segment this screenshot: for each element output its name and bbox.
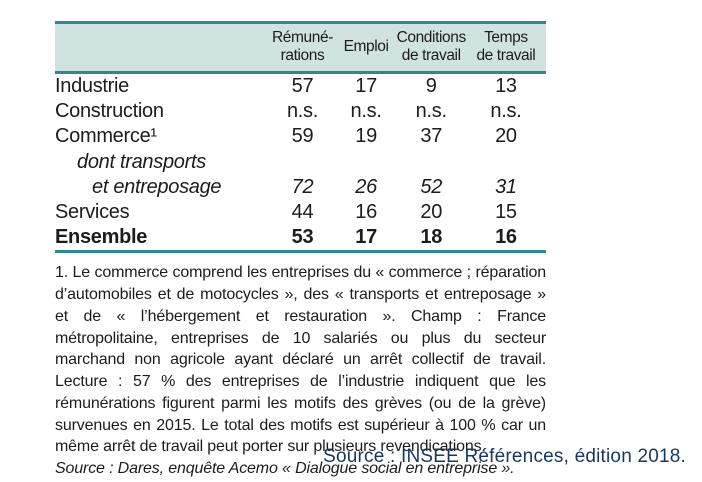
row-value: n.s. [415, 100, 447, 123]
row-value: 18 [420, 226, 443, 249]
row-label: dont transports [77, 150, 206, 173]
row-value: 19 [355, 125, 377, 148]
row-value: n.s. [350, 100, 382, 123]
row-value [397, 150, 466, 175]
row-value: n.s. [286, 100, 319, 123]
statistics-figure: Rémuné- rations Emploi Conditions de tra… [55, 21, 546, 480]
row-value [336, 150, 397, 175]
row-label: Ensemble [55, 226, 148, 249]
row-value: 16 [495, 226, 517, 249]
strike-motives-table: Rémuné- rations Emploi Conditions de tra… [55, 21, 546, 254]
corner-cell [55, 23, 269, 73]
column-header-temps: Temps de travail [476, 29, 536, 64]
footnote-text: 1. Le commerce comprend les entreprises … [55, 264, 546, 456]
table-source-text: Source : Dares, enquête Acemo « Dialogue… [55, 460, 515, 477]
row-value: 20 [420, 200, 443, 223]
row-value: 59 [291, 125, 314, 148]
table-row: dont transports [55, 150, 546, 175]
notes-block: 1. Le commerce comprend les entreprises … [55, 262, 546, 480]
row-value: 57 [291, 74, 314, 97]
row-label: Construction [55, 100, 164, 123]
table-row: Commerce¹ 59 19 37 20 [55, 124, 546, 149]
row-value: 52 [420, 175, 443, 198]
row-label: Commerce¹ [55, 125, 157, 148]
row-value: 9 [425, 74, 437, 97]
row-value: 53 [291, 226, 314, 249]
row-value: 15 [495, 200, 517, 223]
table-row: et entreposage 72 26 52 31 [55, 175, 546, 200]
row-value [466, 150, 546, 175]
row-label: Services [55, 200, 130, 223]
column-header-remunerations: Rémuné- rations [272, 29, 333, 64]
row-value: 13 [495, 74, 517, 97]
row-value: 44 [291, 200, 314, 223]
row-label: et entreposage [92, 175, 222, 198]
row-value: 72 [291, 175, 314, 198]
column-header-conditions: Conditions de travail [396, 29, 467, 64]
table-row: Industrie 57 17 9 13 [55, 72, 546, 99]
row-value: 26 [355, 175, 377, 198]
column-header-emploi: Emploi [343, 37, 389, 55]
table-row: Services 44 16 20 15 [55, 200, 546, 225]
page-source-credit: Source : INSEE Références, édition 2018. [323, 446, 686, 467]
row-value: n.s. [490, 100, 522, 123]
row-value: 20 [495, 125, 517, 148]
table-header: Rémuné- rations Emploi Conditions de tra… [55, 22, 546, 73]
table-row: Ensemble 53 17 18 16 [55, 225, 546, 252]
row-value: 17 [355, 74, 377, 97]
row-value: 37 [420, 125, 443, 148]
row-value: 31 [495, 175, 517, 198]
row-value: 16 [355, 200, 377, 223]
row-value [269, 150, 335, 175]
row-label: Industrie [55, 74, 130, 97]
table-row: Construction n.s. n.s. n.s. n.s. [55, 99, 546, 124]
row-value: 17 [355, 226, 377, 249]
table-body: Industrie 57 17 9 13 Construction n.s. n.s. n.s.… [55, 72, 546, 251]
